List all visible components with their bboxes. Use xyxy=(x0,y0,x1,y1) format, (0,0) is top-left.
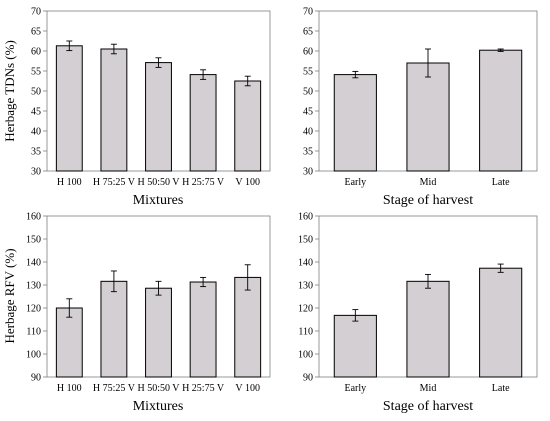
bar xyxy=(55,307,83,378)
bar xyxy=(100,280,128,378)
y-tick-label: 35 xyxy=(31,147,41,158)
y-tick-label: 160 xyxy=(298,212,313,223)
x-tick-label: Mid xyxy=(420,177,437,188)
x-tick-label: H 75:25 V xyxy=(93,383,136,394)
y-tick-label: 110 xyxy=(26,327,41,338)
y-axis-label: Herbage RFV (%) xyxy=(2,248,17,343)
bar xyxy=(189,281,217,378)
x-tick-label: H 25:75 V xyxy=(182,383,225,394)
y-tick-label: 130 xyxy=(298,281,313,292)
x-axis-label: Mixtures xyxy=(133,399,184,414)
x-tick-label: Late xyxy=(492,383,510,394)
chart-tdn-stage: 30 35 40 45 50 55 60 65 70 Early Mid Late Stage of h… xyxy=(303,7,538,208)
y-tick-label: 90 xyxy=(31,373,41,384)
x-tick-label: H 100 xyxy=(57,177,82,188)
y-tick-label: 100 xyxy=(298,350,313,361)
x-tick-label: V 100 xyxy=(235,177,260,188)
y-tick-label: 120 xyxy=(298,304,313,315)
bar xyxy=(234,80,262,172)
y-tick-label: 120 xyxy=(26,304,41,315)
y-tick-label: 45 xyxy=(303,107,313,118)
y-tick-label: 55 xyxy=(31,67,41,78)
bar xyxy=(479,49,523,172)
y-tick-label: 50 xyxy=(31,87,41,98)
y-tick-label: 130 xyxy=(26,281,41,292)
y-axis-label: Herbage TDNs (%) xyxy=(2,40,17,142)
y-tick-label: 50 xyxy=(303,87,313,98)
x-tick-label: H 100 xyxy=(57,383,82,394)
x-tick-label: H 50:50 V xyxy=(137,177,180,188)
y-tick-label: 150 xyxy=(298,235,313,246)
y-tick-label: 30 xyxy=(303,167,313,178)
x-axis-label: Stage of harvest xyxy=(383,399,473,414)
y-tick-label: 30 xyxy=(31,167,41,178)
bar xyxy=(406,280,450,378)
x-axis-label: Stage of harvest xyxy=(383,193,473,208)
x-tick-label: Mid xyxy=(420,383,437,394)
y-tick-label: 150 xyxy=(26,235,41,246)
bar xyxy=(406,62,450,172)
y-tick-label: 45 xyxy=(31,107,41,118)
bar xyxy=(189,74,217,172)
x-tick-label: H 75:25 V xyxy=(93,177,136,188)
x-tick-label: H 50:50 V xyxy=(137,383,180,394)
y-tick-label: 100 xyxy=(26,350,41,361)
y-tick-label: 160 xyxy=(26,212,41,223)
bar xyxy=(333,74,377,172)
chart-rfv-stage: 90 100 110 120 130 140 150 160 Early Mid Late Stage… xyxy=(298,212,538,414)
x-axis-label: Mixtures xyxy=(133,193,184,208)
x-tick-label: V 100 xyxy=(235,383,260,394)
y-tick-label: 40 xyxy=(31,127,41,138)
y-tick-label: 140 xyxy=(298,258,313,269)
y-tick-label: 70 xyxy=(303,7,313,18)
y-tick-label: 70 xyxy=(31,7,41,18)
y-tick-label: 55 xyxy=(303,67,313,78)
y-tick-label: 110 xyxy=(298,327,313,338)
y-tick-label: 60 xyxy=(303,47,313,58)
bar xyxy=(333,314,377,378)
y-tick-label: 65 xyxy=(303,27,313,38)
bar xyxy=(479,267,523,378)
bar xyxy=(145,287,172,378)
bar xyxy=(145,62,172,172)
y-tick-label: 90 xyxy=(303,373,313,384)
y-tick-label: 60 xyxy=(31,47,41,58)
y-tick-label: 40 xyxy=(303,127,313,138)
y-tick-label: 140 xyxy=(26,258,41,269)
x-tick-label: Early xyxy=(345,177,367,188)
x-tick-label: Late xyxy=(492,177,510,188)
bar xyxy=(234,276,262,378)
bar xyxy=(100,48,128,172)
x-tick-label: Early xyxy=(345,383,367,394)
y-tick-label: 35 xyxy=(303,147,313,158)
y-tick-label: 65 xyxy=(31,27,41,38)
bar xyxy=(55,45,83,172)
x-tick-label: H 25:75 V xyxy=(182,177,225,188)
